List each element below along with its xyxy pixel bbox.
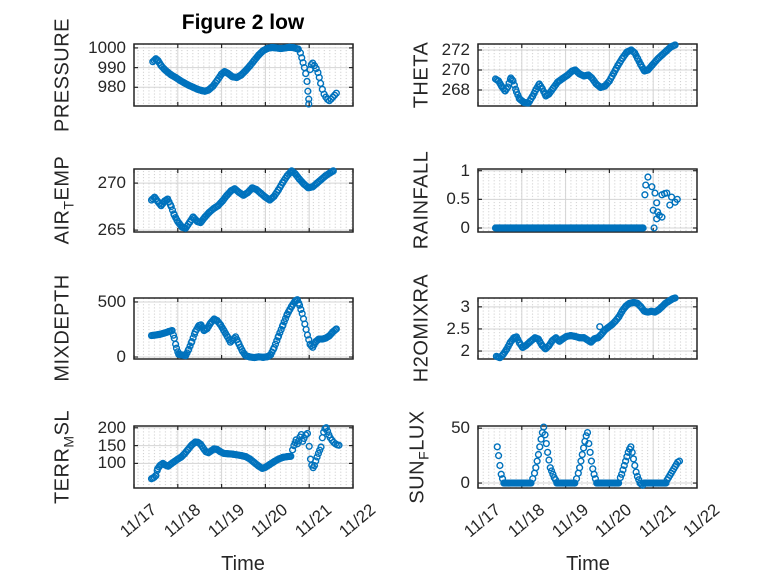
- ylabel-subscript: T: [60, 200, 77, 210]
- subplot-pressure: [133, 43, 354, 108]
- y-tick-label: 50: [451, 418, 470, 438]
- y-tick-label: 100: [97, 453, 126, 473]
- subplot-mixdepth: [133, 296, 354, 362]
- y-tick-label: 200: [97, 417, 126, 437]
- y-tick-label: 265: [97, 220, 126, 240]
- y-tick-label: 272: [441, 40, 470, 59]
- y-tick-label: 268: [441, 80, 470, 99]
- y-tick-label: 990: [97, 57, 126, 77]
- y-tick-label: 270: [97, 173, 126, 193]
- ylabel-subscript: F: [415, 450, 432, 460]
- subplot-rainfall: [477, 168, 698, 233]
- subplot-air-temp: [133, 167, 354, 233]
- xlabel-time-left: Time: [221, 553, 265, 575]
- y-tick-label: 150: [97, 435, 126, 455]
- y-tick-label: 1: [460, 160, 470, 180]
- y-tick-label: 270: [441, 60, 470, 79]
- y-tick-label: 3: [460, 296, 470, 316]
- y-tick-label: 2: [460, 341, 470, 361]
- subplot-theta: [477, 41, 698, 107]
- subplot-terr-msl: [133, 424, 354, 489]
- subplot-h2omixra: [477, 294, 698, 362]
- y-tick-label: 980: [97, 77, 126, 97]
- y-tick-label: 0.5: [446, 189, 470, 209]
- subplot-sun-flux: [477, 423, 698, 489]
- figure-title: Figure 2 low: [181, 11, 305, 34]
- y-tick-label: 0: [116, 347, 126, 367]
- y-tick-label: 0: [460, 217, 470, 237]
- y-tick-label: 1000: [88, 37, 126, 57]
- y-tick-label: 500: [97, 291, 126, 311]
- xlabel-time-right: Time: [566, 553, 610, 575]
- y-tick-label: 0: [460, 473, 470, 493]
- y-tick-label: 2.5: [446, 318, 470, 338]
